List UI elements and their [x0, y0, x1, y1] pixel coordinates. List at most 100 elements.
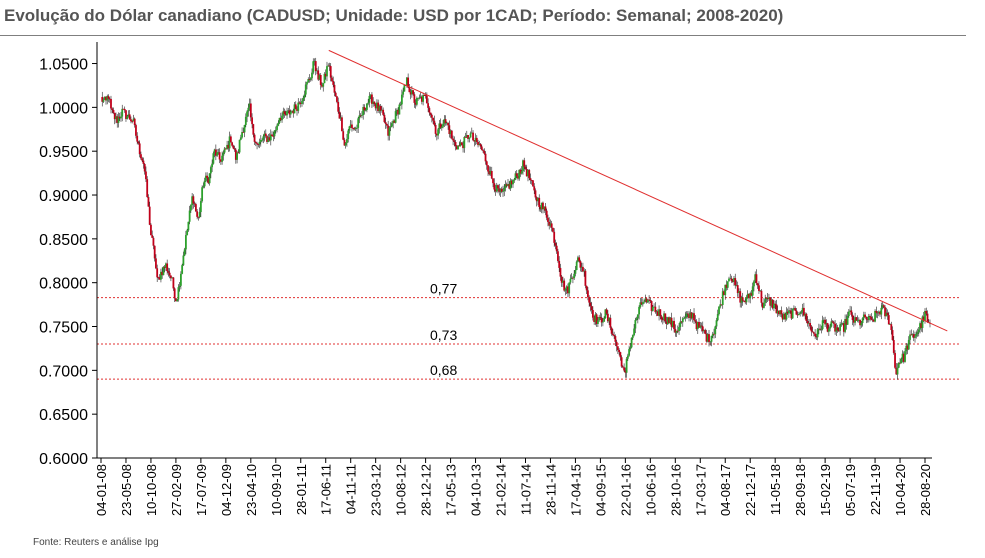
- candle-body: [384, 122, 387, 124]
- x-tick-label: 15-02-19: [818, 464, 833, 516]
- candle-body: [319, 74, 322, 85]
- candle-body: [867, 316, 870, 320]
- candle-body: [358, 115, 361, 119]
- x-tick-label: 28-09-18: [793, 464, 808, 516]
- candle-body: [132, 118, 135, 122]
- candle-body: [299, 102, 302, 104]
- candle-body: [440, 126, 443, 129]
- candle-body: [713, 333, 715, 335]
- candle-body: [829, 326, 832, 329]
- candle-body: [181, 265, 184, 274]
- candle-body: [650, 301, 653, 311]
- x-tick-label: 10-10-08: [144, 464, 159, 516]
- candle-body: [346, 139, 348, 143]
- candle-body: [890, 324, 893, 331]
- candle-body: [676, 330, 679, 332]
- candle-body: [283, 111, 286, 115]
- candle-body: [108, 98, 111, 100]
- candle-body: [793, 308, 795, 310]
- candle-body: [518, 169, 521, 179]
- x-tick-label: 21-02-14: [494, 464, 509, 516]
- candle-body: [306, 81, 308, 85]
- candle-body: [435, 133, 438, 136]
- candle-body: [171, 277, 174, 279]
- candle-body: [811, 331, 814, 333]
- candle-body: [633, 328, 636, 336]
- candle-body: [122, 108, 125, 110]
- candle-body: [211, 163, 214, 168]
- hline-label-1: 0,73: [430, 327, 457, 343]
- candle-body: [395, 109, 398, 112]
- candle-body: [504, 184, 507, 188]
- candle-body: [153, 245, 156, 259]
- candle-body: [202, 186, 205, 188]
- candle-body: [773, 303, 775, 309]
- candle-body: [301, 101, 303, 104]
- candle-body: [407, 77, 410, 88]
- candle-body: [322, 83, 325, 87]
- candle-body: [468, 137, 471, 139]
- candle-body: [167, 271, 170, 273]
- candle-body: [413, 94, 416, 103]
- candle-body: [219, 159, 222, 162]
- candle-body: [424, 95, 427, 96]
- candle-body: [882, 305, 885, 308]
- candle-body: [606, 313, 609, 322]
- candle-body: [520, 171, 523, 174]
- candle-body: [193, 203, 196, 205]
- y-tick-label: 0.7000: [39, 363, 88, 380]
- candle-body: [904, 351, 906, 362]
- candle-body: [611, 333, 614, 336]
- candle-body: [432, 117, 434, 121]
- candle-body: [524, 166, 527, 170]
- x-tick-label: 22-11-19: [868, 464, 883, 515]
- candle-body: [123, 108, 126, 111]
- candle-body: [809, 322, 812, 327]
- candle-body: [168, 272, 171, 276]
- candle-body: [420, 96, 423, 102]
- candle-body: [529, 178, 532, 181]
- candle-body: [751, 286, 754, 296]
- candle-body: [314, 61, 317, 72]
- candle-body: [567, 286, 569, 294]
- candle-body: [726, 281, 729, 288]
- candle-body: [694, 320, 697, 322]
- candle-body: [173, 288, 176, 299]
- candle-body: [317, 70, 320, 80]
- hline-label-2: 0,68: [430, 362, 457, 378]
- candle-body: [636, 314, 639, 319]
- candle-body: [590, 306, 593, 311]
- candle-body: [548, 221, 551, 226]
- candle-body: [352, 127, 355, 129]
- candle-body: [203, 180, 206, 187]
- candle-body: [610, 327, 613, 334]
- candle-body: [409, 92, 412, 95]
- candle-body: [503, 187, 506, 191]
- candle-body: [308, 79, 311, 80]
- candle-body: [362, 106, 365, 116]
- candle-body: [643, 301, 645, 303]
- candle-body: [795, 310, 798, 315]
- candle-body: [905, 345, 908, 352]
- candle-body: [326, 66, 328, 77]
- candle-body: [342, 131, 345, 140]
- candle-body: [626, 355, 629, 359]
- candle-body: [336, 96, 338, 102]
- candle-body: [512, 179, 514, 185]
- candle-body: [614, 336, 617, 342]
- candle-body: [237, 152, 240, 154]
- candle-body: [422, 95, 425, 102]
- candle-body: [232, 145, 235, 149]
- candle-body: [537, 197, 539, 202]
- candle-body: [242, 132, 245, 133]
- candle-body: [266, 136, 268, 142]
- candle-body: [176, 299, 179, 302]
- candle-body: [658, 309, 660, 316]
- candle-body: [398, 104, 401, 115]
- candle-body: [337, 101, 340, 112]
- candle-body: [780, 310, 783, 315]
- candle-body: [866, 319, 869, 321]
- candle-body: [311, 72, 313, 79]
- candle-body: [473, 140, 476, 142]
